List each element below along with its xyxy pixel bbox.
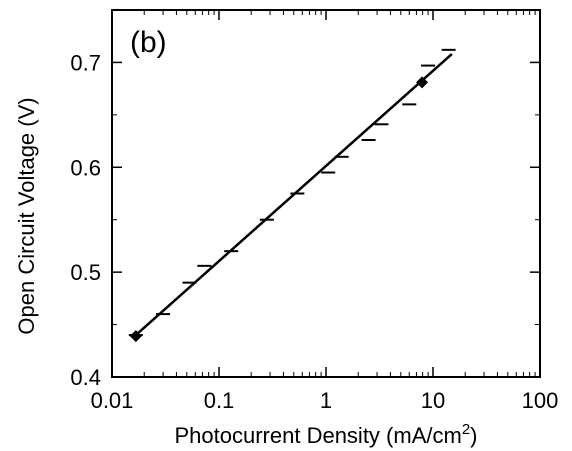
x-axis-title: Photocurrent Density (mA/cm2) <box>175 421 478 448</box>
data-marks <box>128 48 456 343</box>
x-tick-label: 0.01 <box>91 388 134 413</box>
y-tick-label: 0.5 <box>70 260 101 285</box>
y-tick-label: 0.6 <box>70 155 101 180</box>
x-tick-label: 0.1 <box>204 388 235 413</box>
x-axis-title-superscript: 2 <box>462 421 470 438</box>
fit-line <box>135 53 453 336</box>
data-point-diamond <box>416 76 429 89</box>
y-axis-title: Open Circuit Voltage (V) <box>14 97 39 334</box>
axis-ticks <box>111 9 541 378</box>
x-axis-title-main: Photocurrent Density (mA/cm <box>175 423 462 448</box>
y-tick-label: 0.4 <box>70 365 101 390</box>
panel-label: (b) <box>130 26 167 59</box>
data-point-diamond <box>129 330 142 343</box>
x-tick-label: 100 <box>522 388 559 413</box>
x-tick-label: 1 <box>320 388 332 413</box>
axis-tick-labels: 0.01 0.1 1 10 100 0.4 0.5 0.6 0.7 <box>70 50 558 413</box>
plot-frame <box>111 9 541 378</box>
x-tick-label: 10 <box>421 388 445 413</box>
x-axis-title-suffix: ) <box>470 423 477 448</box>
plot-border <box>111 9 541 378</box>
y-tick-label: 0.7 <box>70 50 101 75</box>
fit-line-group <box>135 53 453 336</box>
